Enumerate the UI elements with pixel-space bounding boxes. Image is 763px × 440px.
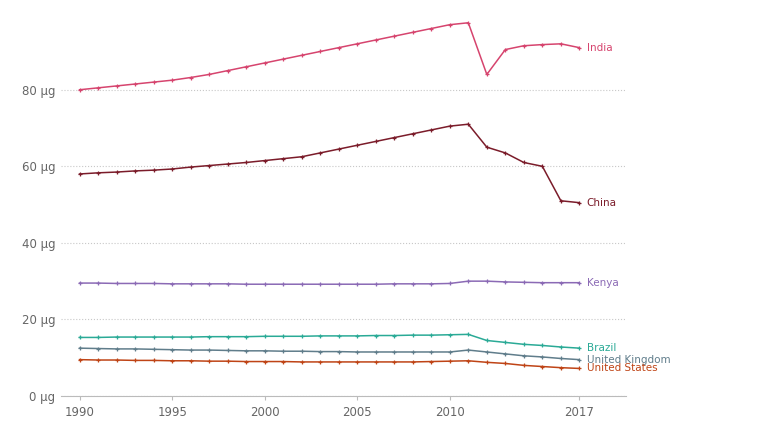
Text: China: China xyxy=(587,198,617,208)
Text: United Kingdom: United Kingdom xyxy=(587,355,671,365)
Text: United States: United States xyxy=(587,363,658,374)
Text: Kenya: Kenya xyxy=(587,278,619,288)
Text: India: India xyxy=(587,43,613,53)
Text: Brazil: Brazil xyxy=(587,343,617,353)
